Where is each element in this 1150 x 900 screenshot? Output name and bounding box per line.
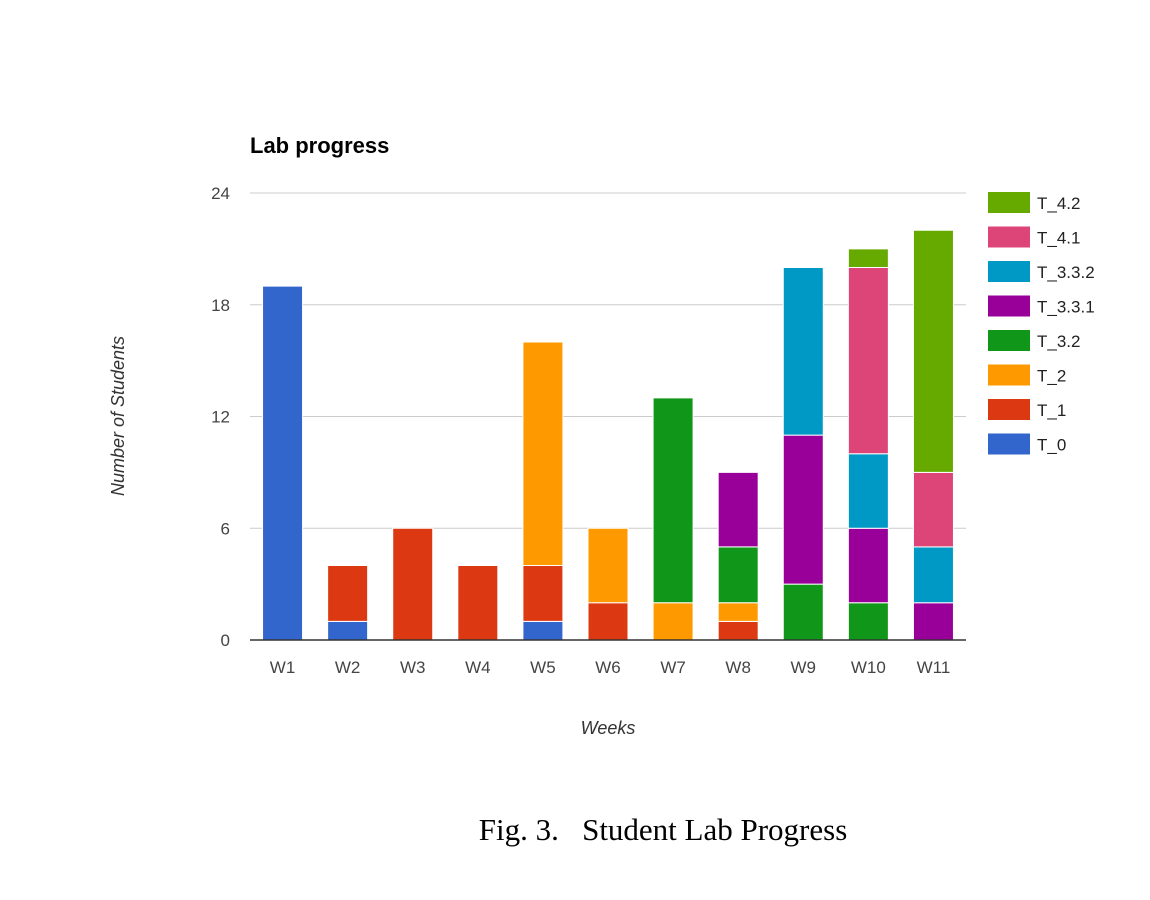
legend-label: T_4.1 [1037,229,1080,248]
x-axis-title: Weeks [581,718,636,738]
legend-swatch-T-4-2 [988,192,1030,213]
y-tick-label: 12 [211,408,230,427]
figure-caption: Fig. 3. Student Lab Progress [479,812,848,847]
y-axis-title: Number of Students [108,336,128,496]
bar-segment-T-2-W6 [587,527,629,604]
legend-label: T_3.2 [1037,332,1080,351]
y-tick-label: 6 [221,519,230,538]
x-tick-label: W4 [465,658,491,677]
bar-segment-T-3-3-2-W11 [912,546,954,604]
legend-label: T_0 [1037,436,1066,455]
x-tick-label: W2 [335,658,361,677]
legend-label: T_4.2 [1037,194,1080,213]
bar-segment-T-3-2-W9 [782,583,824,641]
legend-swatch-T-3-3-2 [988,261,1030,282]
legend-label: T_3.3.2 [1037,263,1095,282]
bar-segment-T-3-3-1-W9 [782,434,824,585]
bar-segment-T-0-W5 [522,620,564,641]
x-tick-label: W7 [660,658,686,677]
bar-segment-T-0-W2 [327,620,369,641]
bar-segment-T-1-W5 [522,565,564,622]
x-tick-label: W10 [851,658,886,677]
bar-segment-T-3-2-W8 [717,546,759,604]
bar-segment-T-3-2-W10 [847,602,889,641]
x-tick-label: W3 [400,658,426,677]
x-tick-labels: W1 W2 W3 W4 W5 W6 W7 W8 W9 W10 W11 [270,658,951,677]
bar-segment-T-4-1-W10 [847,267,889,455]
legend-label: T_2 [1037,367,1066,386]
bar-segment-T-2-W7 [652,602,694,641]
x-tick-label: W5 [530,658,556,677]
bar-segment-T-3-3-1-W10 [847,527,889,604]
bar-segment-T-2-W8 [717,602,759,622]
bar-segment-T-3-3-1-W8 [717,471,759,548]
x-tick-label: W11 [917,658,951,677]
legend-swatch-T-0 [988,433,1030,455]
y-tick-label: 18 [211,296,230,315]
bar-segment-T-3-3-1-W11 [912,602,954,641]
x-tick-label: W8 [725,658,751,677]
bar-segment-T-4-2-W10 [847,248,889,268]
legend-swatch-T-3-2 [988,330,1030,351]
x-tick-label: W6 [595,658,621,677]
bar-segment-T-1-W4 [457,565,499,641]
legend-swatch-T-2 [988,364,1030,386]
legend-label: T_1 [1037,401,1066,420]
bars [262,229,954,641]
bar-segment-T-4-2-W11 [912,229,954,473]
bar-segment-T-0-W1 [262,285,304,641]
x-tick-label: W9 [791,658,817,677]
bar-segment-T-3-3-2-W9 [782,267,824,436]
y-tick-label: 0 [221,631,230,650]
bar-segment-T-1-W2 [327,565,369,622]
bar-segment-T-4-1-W11 [912,471,954,548]
y-tick-label: 24 [211,184,230,203]
legend-swatch-T-3-3-1 [988,295,1030,317]
bar-segment-T-3-3-2-W10 [847,453,889,529]
legend: T_4.2 T_4.1 T_3.3.2 T_3.3.1 T_3.2 T_2 T_1 T_0 [988,192,1095,455]
bar-segment-T-1-W3 [392,527,434,641]
bar-segment-T-1-W8 [717,620,759,641]
bar-segment-T-1-W6 [587,602,629,641]
bar-segment-T-2-W5 [522,341,564,566]
bar-segment-T-3-2-W7 [652,397,694,604]
legend-label: T_3.3.1 [1037,298,1095,317]
y-tick-labels: 0 6 12 18 24 [211,184,230,650]
chart-title: Lab progress [250,133,389,158]
legend-swatch-T-4-1 [988,226,1030,248]
x-tick-label: W1 [270,658,296,677]
legend-swatch-T-1 [988,399,1030,420]
